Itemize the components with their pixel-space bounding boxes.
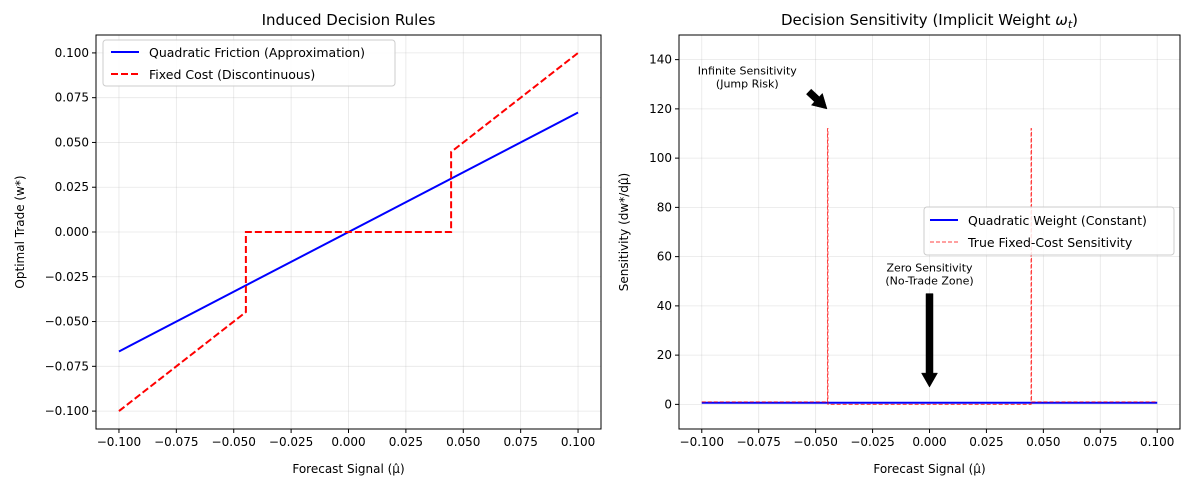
x-axis-label: Forecast Signal (μ̂) xyxy=(292,462,404,476)
x-tick-label: −0.075 xyxy=(154,435,198,449)
y-tick-label: 0.075 xyxy=(55,91,89,105)
chart-title: Decision Sensitivity (Implicit Weight ωt… xyxy=(781,11,1078,31)
y-axis-label: Sensitivity (dw*/dμ̂) xyxy=(617,173,631,291)
legend-label-fixed-cost-sensitivity: True Fixed-Cost Sensitivity xyxy=(967,235,1133,250)
x-tick-label: 0.050 xyxy=(1026,435,1060,449)
y-tick-label: 0.050 xyxy=(55,135,89,149)
plot-lines xyxy=(701,128,1158,405)
x-tick-label: −0.025 xyxy=(850,435,894,449)
y-tick-label: −0.100 xyxy=(45,404,89,418)
series-line-fixed-cost-discontinuous xyxy=(118,52,579,412)
y-axis-label: Optimal Trade (w*) xyxy=(13,175,27,288)
y-tick-label: 140 xyxy=(649,53,672,67)
y-tick-label: −0.075 xyxy=(45,359,89,373)
annotation-text: Infinite Sensitivity xyxy=(698,64,798,77)
x-tick-label: −0.100 xyxy=(97,435,141,449)
chart-title: Induced Decision Rules xyxy=(262,11,436,29)
x-tick-label: 0.025 xyxy=(389,435,423,449)
legend: Quadratic Weight (Constant) True Fixed-C… xyxy=(923,206,1175,256)
plot-lines xyxy=(118,52,579,412)
annotation-jump-risk: Infinite Sensitivity(Jump Risk) xyxy=(698,64,828,110)
legend-label-fixed-cost: Fixed Cost (Discontinuous) xyxy=(149,67,315,82)
y-tick-label: 100 xyxy=(649,151,672,165)
y-axis-ticks: 0 20 40 60 80 100 120 140 xyxy=(649,53,679,411)
annotation-text: (Jump Risk) xyxy=(716,77,779,90)
x-tick-label: −0.075 xyxy=(736,435,780,449)
y-axis-ticks: −0.100 −0.075 −0.050 −0.025 0.000 0.025 0.050 0… xyxy=(45,46,96,418)
x-axis-label: Forecast Signal (μ̂) xyxy=(873,462,985,476)
legend-frame xyxy=(923,206,1175,256)
y-tick-label: 0 xyxy=(664,397,672,411)
legend-label-quadratic-friction: Quadratic Friction (Approximation) xyxy=(149,45,365,60)
annotation-text: Zero Sensitivity xyxy=(886,261,973,274)
annotation-arrow xyxy=(921,293,938,388)
y-tick-label: 40 xyxy=(657,299,672,313)
y-tick-label: 120 xyxy=(649,102,672,116)
x-tick-label: −0.100 xyxy=(680,435,724,449)
legend: Quadratic Friction (Approximation) Fixed… xyxy=(102,39,396,87)
y-tick-label: 20 xyxy=(657,348,672,362)
y-tick-label: −0.025 xyxy=(45,270,89,284)
y-tick-label: 0.100 xyxy=(55,46,89,60)
x-tick-label: 0.000 xyxy=(331,435,365,449)
y-tick-label: 60 xyxy=(657,250,672,264)
x-axis-ticks: −0.100 −0.075 −0.050 −0.025 0.000 0.025 0.050 0… xyxy=(680,429,1174,449)
x-tick-label: 0.050 xyxy=(446,435,480,449)
x-tick-label: 0.000 xyxy=(912,435,946,449)
x-axis-ticks: −0.100 −0.075 −0.050 −0.025 0.000 0.025 0.050 0… xyxy=(97,429,595,449)
legend-frame xyxy=(102,39,396,87)
x-tick-label: −0.025 xyxy=(269,435,313,449)
y-tick-label: 0.025 xyxy=(55,180,89,194)
annotation-no-trade-zone: Zero Sensitivity(No-Trade Zone) xyxy=(885,261,974,388)
y-tick-label: 0.000 xyxy=(55,225,89,239)
panel-decision-sensitivity: Decision Sensitivity (Implicit Weight ωt… xyxy=(617,11,1181,476)
x-tick-label: −0.050 xyxy=(793,435,837,449)
x-tick-label: 0.100 xyxy=(561,435,595,449)
y-tick-label: 80 xyxy=(657,200,672,214)
panel-induced-decision-rules: Induced Decision Rules −0.100 −0.075 −0.05… xyxy=(13,11,602,476)
annotation-text: (No-Trade Zone) xyxy=(885,274,973,287)
x-tick-label: −0.050 xyxy=(212,435,256,449)
annotations: Infinite Sensitivity(Jump Risk) Zero Sens… xyxy=(698,64,974,388)
y-tick-label: −0.050 xyxy=(45,315,89,329)
legend-label-quadratic-weight: Quadratic Weight (Constant) xyxy=(968,213,1147,228)
series-line-true-fixed-cost-sensitivity xyxy=(701,128,1158,405)
x-tick-label: 0.075 xyxy=(503,435,537,449)
grid xyxy=(679,35,1180,429)
x-tick-label: 0.075 xyxy=(1083,435,1117,449)
x-tick-label: 0.100 xyxy=(1140,435,1174,449)
annotation-arrow xyxy=(806,88,828,110)
x-tick-label: 0.025 xyxy=(969,435,1003,449)
